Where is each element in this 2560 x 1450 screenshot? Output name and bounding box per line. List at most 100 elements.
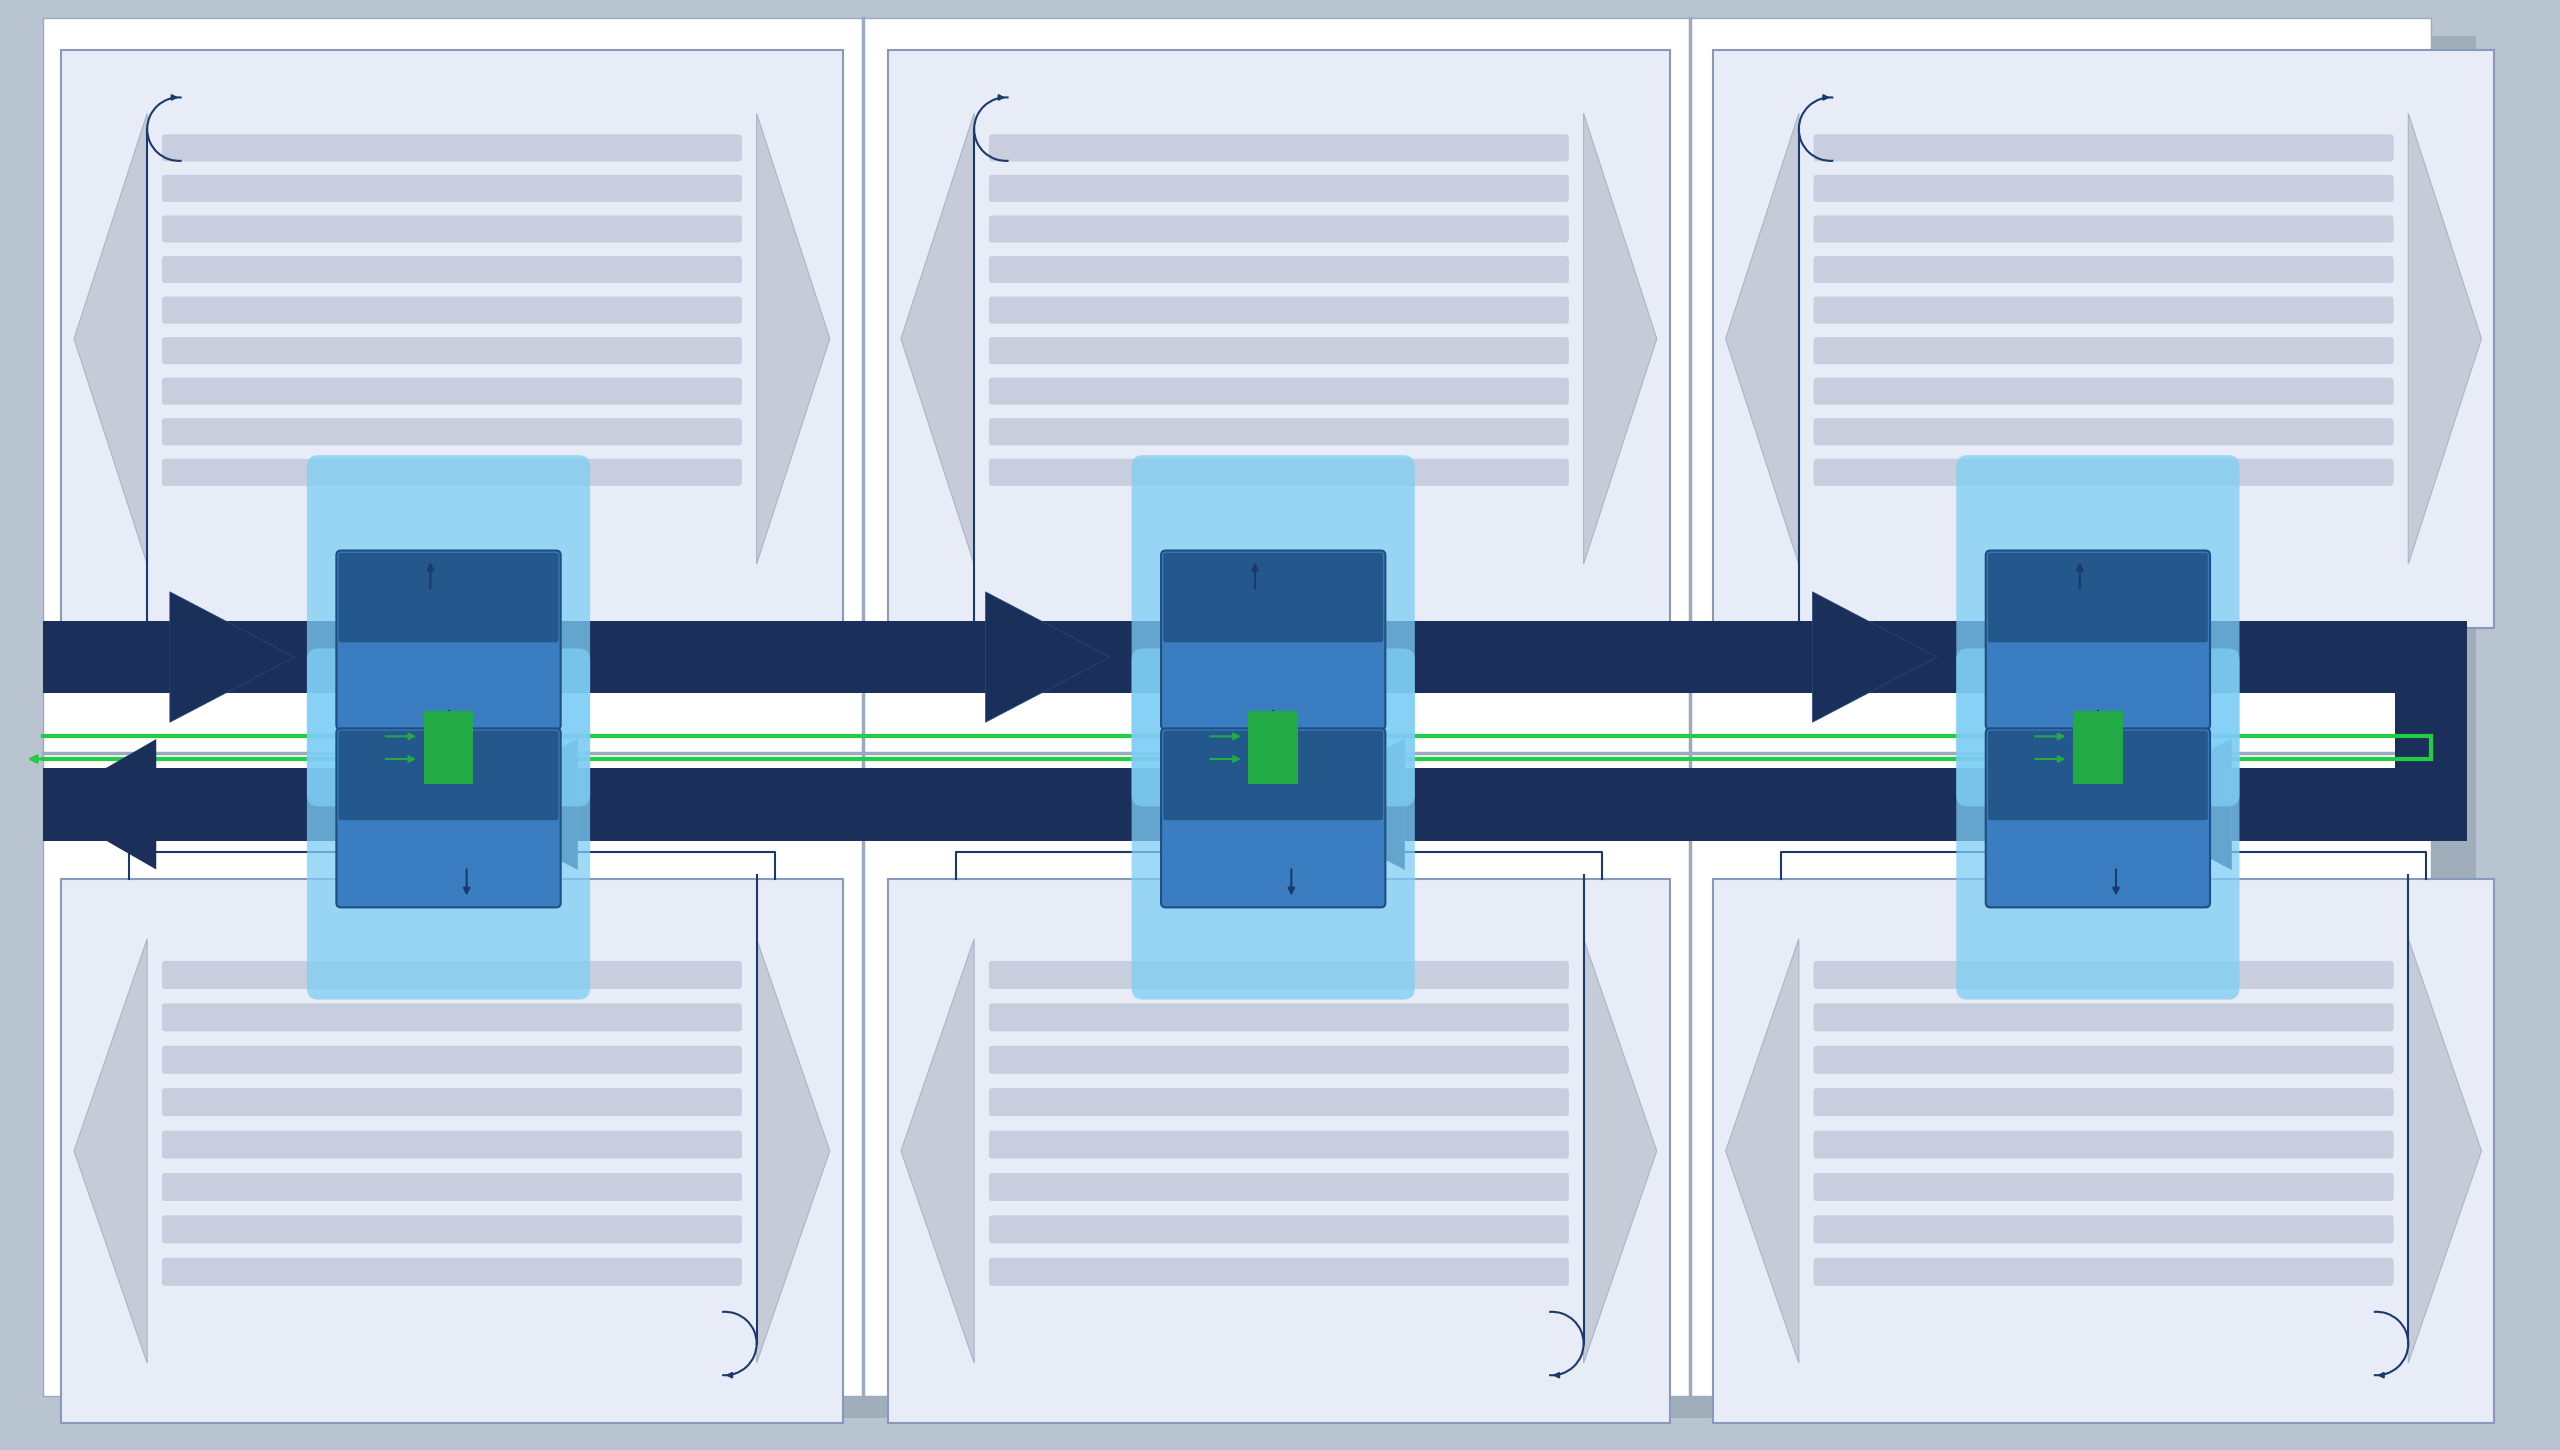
FancyBboxPatch shape	[1812, 458, 2394, 486]
FancyBboxPatch shape	[161, 216, 742, 242]
FancyBboxPatch shape	[988, 175, 1569, 202]
Bar	[44, 768, 2432, 841]
Bar	[2394, 621, 2468, 841]
FancyBboxPatch shape	[1812, 418, 2394, 445]
FancyBboxPatch shape	[988, 1131, 1569, 1159]
FancyBboxPatch shape	[988, 135, 1569, 161]
FancyBboxPatch shape	[988, 257, 1569, 283]
FancyBboxPatch shape	[161, 1003, 742, 1031]
FancyBboxPatch shape	[988, 1003, 1569, 1031]
FancyBboxPatch shape	[161, 961, 742, 989]
FancyBboxPatch shape	[338, 552, 558, 642]
Bar	[1249, 712, 1298, 761]
Polygon shape	[2409, 113, 2481, 564]
FancyBboxPatch shape	[161, 1045, 742, 1074]
Polygon shape	[758, 113, 829, 564]
FancyBboxPatch shape	[161, 175, 742, 202]
Bar	[61, 879, 842, 1422]
FancyBboxPatch shape	[1162, 731, 1382, 821]
Polygon shape	[2409, 940, 2481, 1363]
FancyBboxPatch shape	[161, 1173, 742, 1201]
Bar	[888, 879, 1669, 1422]
FancyBboxPatch shape	[1812, 1045, 2394, 1074]
FancyBboxPatch shape	[1956, 648, 2240, 999]
FancyBboxPatch shape	[988, 1088, 1569, 1116]
FancyBboxPatch shape	[988, 216, 1569, 242]
Bar	[422, 734, 474, 784]
FancyBboxPatch shape	[161, 297, 742, 323]
Polygon shape	[74, 940, 146, 1363]
Bar	[2074, 712, 2122, 761]
FancyBboxPatch shape	[1987, 551, 2209, 729]
FancyBboxPatch shape	[307, 455, 591, 806]
Polygon shape	[1585, 113, 1656, 564]
Bar	[422, 712, 474, 761]
FancyBboxPatch shape	[161, 1088, 742, 1116]
FancyBboxPatch shape	[988, 1173, 1569, 1201]
Polygon shape	[986, 592, 1111, 722]
Polygon shape	[1812, 592, 1938, 722]
Polygon shape	[758, 940, 829, 1363]
Polygon shape	[74, 113, 146, 564]
FancyBboxPatch shape	[161, 377, 742, 405]
FancyBboxPatch shape	[1812, 336, 2394, 364]
Bar	[1713, 49, 2493, 628]
Bar	[2074, 734, 2122, 784]
FancyBboxPatch shape	[1812, 961, 2394, 989]
Bar	[44, 621, 2432, 693]
FancyBboxPatch shape	[1812, 1131, 2394, 1159]
FancyBboxPatch shape	[161, 135, 742, 161]
FancyBboxPatch shape	[1162, 552, 1382, 642]
FancyBboxPatch shape	[338, 731, 558, 821]
Bar	[1713, 879, 2493, 1422]
FancyBboxPatch shape	[988, 418, 1569, 445]
FancyBboxPatch shape	[988, 1257, 1569, 1286]
FancyBboxPatch shape	[988, 458, 1569, 486]
Bar	[61, 49, 842, 628]
FancyBboxPatch shape	[161, 1131, 742, 1159]
FancyBboxPatch shape	[1989, 552, 2207, 642]
Bar	[1249, 734, 1298, 784]
FancyBboxPatch shape	[161, 336, 742, 364]
Polygon shape	[169, 592, 294, 722]
FancyBboxPatch shape	[1812, 257, 2394, 283]
Polygon shape	[1725, 940, 1800, 1363]
FancyBboxPatch shape	[1812, 297, 2394, 323]
FancyBboxPatch shape	[1132, 455, 1416, 806]
FancyBboxPatch shape	[1812, 1173, 2394, 1201]
Polygon shape	[1280, 740, 1405, 870]
FancyBboxPatch shape	[335, 551, 561, 729]
FancyBboxPatch shape	[1989, 731, 2207, 821]
FancyBboxPatch shape	[988, 1045, 1569, 1074]
Polygon shape	[901, 113, 975, 564]
FancyBboxPatch shape	[988, 961, 1569, 989]
FancyBboxPatch shape	[1987, 728, 2209, 908]
FancyBboxPatch shape	[1812, 1215, 2394, 1244]
Bar	[888, 49, 1669, 628]
FancyBboxPatch shape	[1162, 551, 1385, 729]
Polygon shape	[1585, 940, 1656, 1363]
FancyBboxPatch shape	[161, 1257, 742, 1286]
FancyBboxPatch shape	[1812, 175, 2394, 202]
Polygon shape	[1725, 113, 1800, 564]
FancyBboxPatch shape	[161, 257, 742, 283]
Polygon shape	[901, 940, 975, 1363]
Polygon shape	[2107, 740, 2232, 870]
FancyBboxPatch shape	[161, 418, 742, 445]
FancyBboxPatch shape	[1812, 216, 2394, 242]
FancyBboxPatch shape	[1956, 455, 2240, 806]
FancyBboxPatch shape	[161, 1215, 742, 1244]
FancyBboxPatch shape	[1812, 1088, 2394, 1116]
FancyBboxPatch shape	[161, 458, 742, 486]
Polygon shape	[44, 740, 156, 870]
FancyBboxPatch shape	[1812, 377, 2394, 405]
FancyBboxPatch shape	[1812, 1003, 2394, 1031]
FancyBboxPatch shape	[1162, 728, 1385, 908]
FancyBboxPatch shape	[1812, 135, 2394, 161]
FancyBboxPatch shape	[988, 336, 1569, 364]
FancyBboxPatch shape	[335, 728, 561, 908]
FancyBboxPatch shape	[988, 297, 1569, 323]
FancyBboxPatch shape	[1132, 648, 1416, 999]
FancyBboxPatch shape	[307, 648, 591, 999]
FancyBboxPatch shape	[988, 1215, 1569, 1244]
